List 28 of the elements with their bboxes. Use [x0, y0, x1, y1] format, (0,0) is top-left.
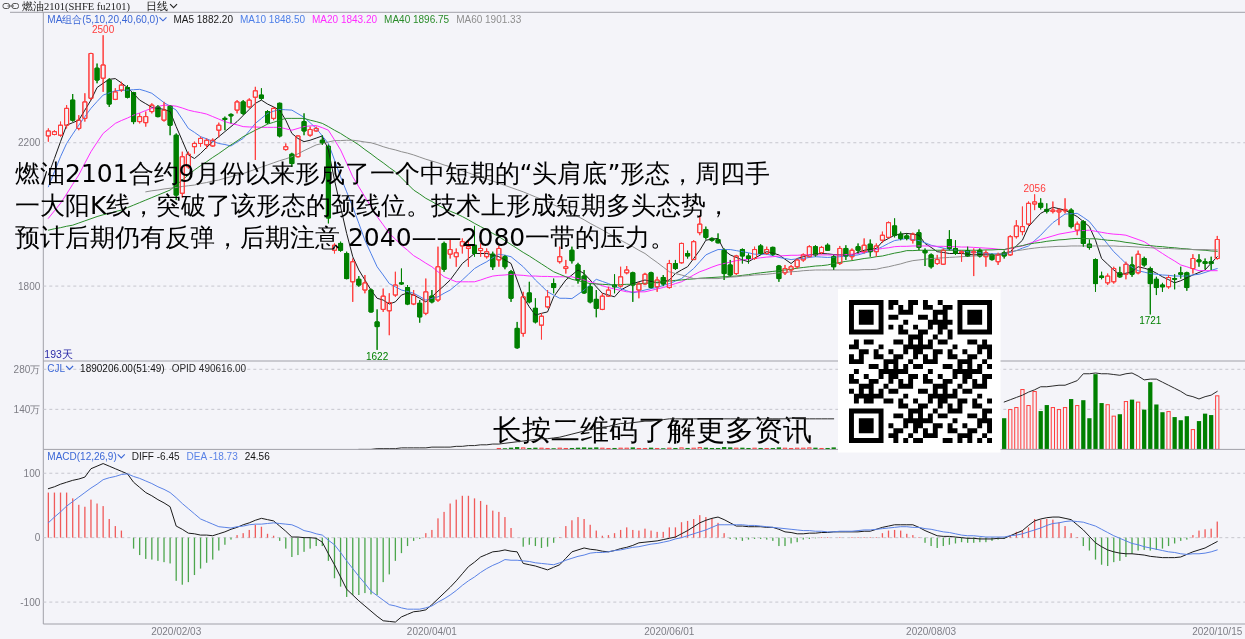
- chart-title: CJL: [47, 362, 66, 374]
- x-tick-label: 2020/08/03: [906, 626, 957, 637]
- annotation: 193天: [44, 348, 73, 360]
- annotation: 24.56: [244, 450, 271, 462]
- x-tick-label: 2020/10/15: [1192, 626, 1243, 637]
- annotation: 2500: [92, 23, 115, 35]
- y-tick-label: 0: [34, 532, 41, 544]
- series-label: DIFF -6.45: [131, 450, 180, 462]
- annotation: 1721: [1139, 315, 1162, 327]
- y-tick-label: 100: [23, 467, 41, 479]
- y-tick-label: 2200: [18, 137, 41, 149]
- annotation: 2056: [1023, 182, 1047, 194]
- chart-title: 燃油2101(SHFE fu2101): [22, 0, 131, 13]
- y-tick-label: -100: [20, 596, 41, 608]
- y-tick-label: 280万: [13, 363, 41, 375]
- annotation: 1890206.00(51:49): [80, 362, 165, 374]
- legend: MA组合(5,10,20,40,60,0) MA5 1882.20 MA10 1848.50 MA20 1843.20 MA40 1896.75 MA60 1901.33: [47, 13, 522, 25]
- annotation: 1622: [365, 350, 389, 362]
- legend: OPID 490616.00: [171, 362, 247, 374]
- x-tick-label: 2020/02/03: [151, 626, 202, 637]
- chart-subtitle: 日线: [146, 0, 169, 12]
- chart-title: MACD(12,26,9): [47, 450, 117, 462]
- legend-title: MA组合(5,10,20,40,60,0): [47, 13, 159, 25]
- y-tick-label: 140万: [13, 403, 41, 415]
- x-tick-label: 2020/06/01: [644, 626, 695, 637]
- x-tick-label: 2020/04/01: [406, 626, 458, 637]
- legend: MACD(12,26,9) DIFF -6.45 DEA -18.73 24.56: [47, 450, 270, 462]
- y-tick-label: 1800: [18, 280, 41, 292]
